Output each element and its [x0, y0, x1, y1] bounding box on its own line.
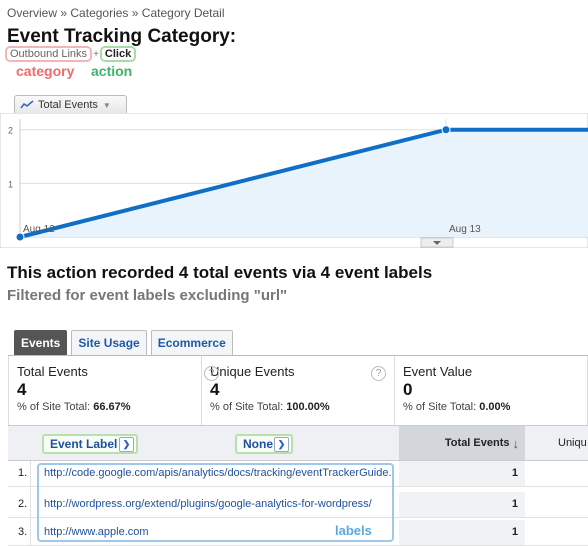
chart-metric-label: Total Events	[38, 99, 98, 111]
dimension-chips: Outbound Links + Click	[5, 46, 137, 62]
row-number: 2.	[18, 498, 28, 510]
metric-value: 4	[17, 380, 27, 399]
table-row: 1. http://code.google.com/apis/analytics…	[8, 461, 588, 487]
chevron-down-icon: ❯	[119, 436, 134, 452]
y-tick-label: 2	[8, 126, 13, 136]
x-tick-label: Aug 13	[449, 224, 481, 235]
sort-down-icon: ↓	[512, 435, 520, 451]
help-icon[interactable]: ?	[371, 366, 386, 381]
metric-percent: % of Site Total: 100.00%	[210, 401, 394, 413]
tab-events[interactable]: Events	[14, 330, 68, 355]
secondary-dimension-label: None	[243, 437, 273, 451]
metric-percent-prefix: % of Site Total:	[210, 401, 284, 413]
labels-annotation: labels	[335, 523, 372, 538]
metric-percent-prefix: % of Site Total:	[403, 401, 477, 413]
labels-highlight	[37, 463, 394, 542]
metric-percent: % of Site Total: 66.67%	[17, 401, 201, 413]
row-total-events: 1	[399, 461, 525, 486]
metric-name: Event Value	[403, 364, 473, 379]
tabs-divider	[8, 355, 588, 356]
chevron-down-icon: ❯	[274, 436, 289, 452]
report-tabs: Events Site Usage Ecommerce	[14, 330, 237, 355]
page-title: Event Tracking Category:	[7, 26, 237, 47]
row-number: 1.	[18, 467, 28, 479]
column-total-events[interactable]: Total Events ↓	[399, 426, 525, 460]
row-number: 3.	[18, 526, 28, 538]
metric-percent: % of Site Total: 0.00%	[403, 401, 587, 413]
breadcrumb-categories[interactable]: Categories	[70, 6, 129, 20]
metric-total-events: Total Events 4 % of Site Total: 66.67%	[9, 356, 202, 425]
breadcrumb-overview[interactable]: Overview	[7, 6, 58, 20]
metric-name: Unique Events	[210, 364, 295, 379]
metric-event-value: Event Value 0 % of Site Total: 0.00%	[395, 356, 588, 425]
metric-unique-events: Unique Events 4 % of Site Total: 100.00%…	[202, 356, 395, 425]
table-row: 3. http://www.apple.com 1	[8, 520, 588, 546]
breadcrumb-current: Category Detail	[141, 6, 225, 20]
data-point	[441, 125, 451, 135]
secondary-dimension-selector[interactable]: None ❯	[235, 434, 293, 454]
metric-percent-value: 0.00%	[479, 401, 511, 413]
series-area	[20, 129, 588, 237]
event-label-link[interactable]: http://wordpress.org/extend/plugins/goog…	[44, 498, 372, 510]
events-chart: 1 2 Aug 12 Aug 13	[0, 113, 588, 248]
row-total-events: 1	[399, 520, 525, 545]
action-annotation: action	[91, 63, 133, 79]
tab-ecommerce[interactable]: Ecommerce	[150, 330, 233, 355]
table-row: 2. http://wordpress.org/extend/plugins/g…	[8, 492, 588, 518]
metric-percent-value: 66.67%	[93, 401, 131, 413]
metric-percent-value: 100.00%	[286, 401, 330, 413]
event-label-link[interactable]: http://www.apple.com	[44, 526, 149, 538]
column-divider	[30, 461, 31, 545]
breadcrumb-separator: »	[60, 6, 68, 20]
category-annotation: category	[16, 63, 75, 79]
table-header: Event Label ❯ None ❯ Total Events ↓ Uniq…	[8, 425, 588, 461]
metric-value: 4	[210, 380, 220, 399]
metric-value: 0	[403, 380, 413, 399]
column-unique-events[interactable]: Uniqu	[558, 437, 587, 449]
chart-metric-selector[interactable]: Total Events ▼	[14, 95, 127, 114]
chevron-down-icon: ▼	[102, 100, 111, 110]
metrics-summary: Total Events 4 % of Site Total: 66.67% U…	[8, 356, 588, 425]
help-icon[interactable]: ?	[204, 366, 219, 381]
primary-dimension-label: Event Label	[50, 437, 118, 451]
metric-name: Total Events	[17, 364, 88, 379]
category-chip[interactable]: Outbound Links	[5, 46, 93, 62]
event-label-link[interactable]: http://code.google.com/apis/analytics/do…	[44, 467, 394, 479]
y-tick-label: 1	[8, 179, 13, 189]
line-chart-icon	[20, 100, 34, 109]
tab-site-usage[interactable]: Site Usage	[71, 330, 147, 355]
filter-note: Filtered for event labels excluding "url…	[7, 287, 288, 304]
plus-separator: +	[93, 48, 99, 60]
chevron-down-icon	[433, 241, 441, 245]
metric-percent-prefix: % of Site Total:	[17, 401, 91, 413]
breadcrumb-separator: »	[131, 6, 139, 20]
x-tick-label: Aug 12	[23, 224, 55, 235]
primary-dimension-selector[interactable]: Event Label ❯	[42, 434, 138, 454]
action-chip[interactable]: Click	[99, 46, 137, 62]
row-total-events: 1	[399, 492, 525, 517]
column-total-events-label: Total Events	[444, 437, 510, 449]
breadcrumb: Overview » Categories » Category Detail	[7, 6, 225, 20]
data-point	[15, 232, 25, 242]
summary-heading: This action recorded 4 total events via …	[7, 263, 433, 282]
